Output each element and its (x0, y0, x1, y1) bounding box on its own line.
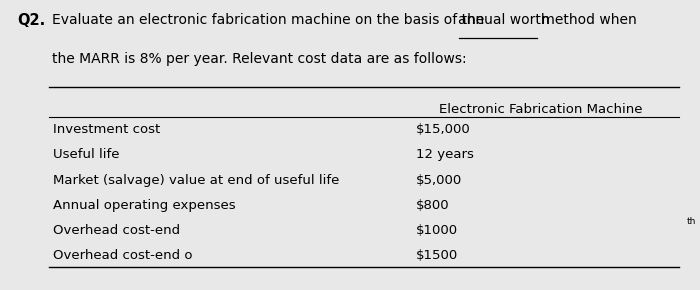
Text: annual worth: annual worth (458, 13, 550, 27)
Text: Overhead cost-end: Overhead cost-end (52, 224, 184, 237)
Text: Market (salvage) value at end of useful life: Market (salvage) value at end of useful … (52, 174, 339, 187)
Text: Overhead cost-end o: Overhead cost-end o (52, 249, 192, 262)
Text: Annual operating expenses: Annual operating expenses (52, 199, 235, 212)
Text: the MARR is 8% per year. Relevant cost data are as follows:: the MARR is 8% per year. Relevant cost d… (52, 52, 467, 66)
Text: $800: $800 (416, 199, 449, 212)
Text: $15,000: $15,000 (416, 123, 470, 136)
Text: Electronic Fabrication Machine: Electronic Fabrication Machine (439, 103, 642, 116)
Text: th: th (687, 217, 696, 226)
Text: $1500: $1500 (416, 249, 458, 262)
Text: Evaluate an electronic fabrication machine on the basis of the: Evaluate an electronic fabrication machi… (52, 13, 489, 27)
Text: Q2.: Q2. (18, 13, 46, 28)
Text: $1000: $1000 (416, 224, 458, 237)
Text: $5,000: $5,000 (416, 174, 462, 187)
Text: 12 years: 12 years (416, 148, 474, 162)
Text: method when: method when (537, 13, 637, 27)
Text: Investment cost: Investment cost (52, 123, 160, 136)
Text: Useful life: Useful life (52, 148, 119, 162)
